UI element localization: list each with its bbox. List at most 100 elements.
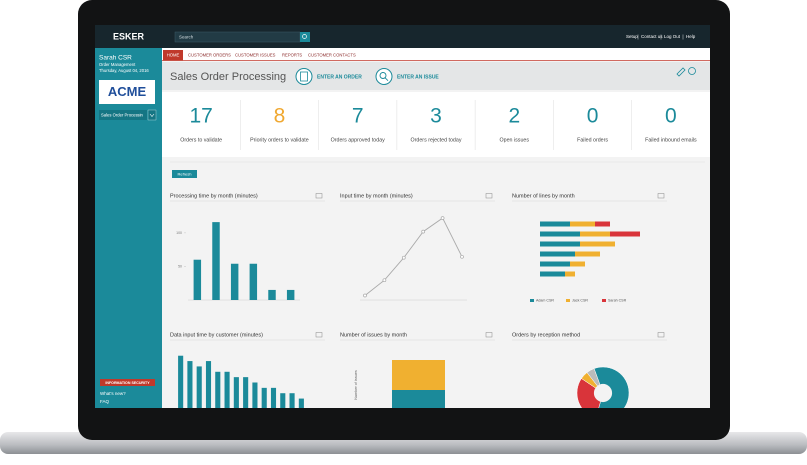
chart-menu-icon <box>657 332 665 338</box>
kpi-label: Orders rejected today <box>411 137 462 143</box>
nav-tab-active[interactable] <box>163 50 183 61</box>
nav-tab[interactable]: CUSTOMER ISSUES <box>235 53 276 58</box>
user-name: Sarah CSR <box>99 55 132 62</box>
company-logo-box <box>99 80 155 104</box>
bar <box>280 393 286 408</box>
chart-menu-icon <box>485 332 493 338</box>
kpi-value: 0 <box>587 105 599 128</box>
bar <box>252 382 258 408</box>
chart-title: Orders by reception method <box>512 332 580 338</box>
bar-segment <box>595 221 610 227</box>
bar-segment <box>565 271 575 277</box>
chart-title: Number of lines by month <box>512 193 575 199</box>
chart-menu-icon <box>485 193 493 199</box>
faq-link[interactable]: FAQ <box>100 399 110 404</box>
legend-label: Sarah CSR <box>608 299 627 303</box>
bar-segment <box>540 251 575 257</box>
point <box>363 293 367 298</box>
legend-swatch <box>566 299 570 302</box>
kpi-label: Open issues <box>500 137 530 143</box>
action-link[interactable]: ENTER AN ORDER <box>317 74 362 80</box>
bar <box>243 377 249 408</box>
order-glyph <box>300 71 308 82</box>
help-icon[interactable] <box>688 67 696 75</box>
edit-icon[interactable] <box>676 67 686 77</box>
bar <box>187 361 193 408</box>
kpi-value: 2 <box>508 105 520 128</box>
security-text: INFORMATION SECURITY <box>105 381 150 385</box>
issue-icon[interactable] <box>375 68 393 85</box>
bar <box>230 263 239 300</box>
point <box>382 278 387 283</box>
bar <box>249 263 258 300</box>
date: Thursday, August 04, 2016 <box>99 68 149 73</box>
y-tick-label: 100 <box>176 231 182 235</box>
refresh-text: Refresh <box>177 171 191 176</box>
kpis: 17 Orders to validate 8 Priority orders to … <box>180 100 697 150</box>
kpi-label: Priority orders to validate <box>250 137 309 143</box>
point <box>401 255 406 260</box>
kpi-value: 7 <box>352 105 364 128</box>
header-link[interactable]: Help <box>686 34 696 39</box>
bar <box>286 289 295 300</box>
bar <box>215 371 221 408</box>
bar-segment <box>540 241 580 247</box>
bar-segment <box>575 251 600 257</box>
bar <box>224 371 230 408</box>
nav-bar <box>162 48 710 61</box>
search-button[interactable] <box>300 32 310 42</box>
kpi-value: 0 <box>665 105 677 128</box>
kpi-label: Failed orders <box>577 137 608 143</box>
bar <box>212 222 220 300</box>
bar-segment <box>540 221 570 227</box>
bar <box>298 398 304 408</box>
chevron <box>149 113 155 117</box>
bar-segment <box>570 221 595 227</box>
point <box>460 254 464 259</box>
security-button[interactable] <box>100 379 155 386</box>
nav-tab[interactable]: CUSTOMER ORDERS <box>188 53 231 58</box>
bar-segment <box>540 261 570 267</box>
header-link[interactable]: Contact us <box>641 34 663 39</box>
nav-tab[interactable]: REPORTS <box>282 53 302 58</box>
bar-segment <box>580 241 615 247</box>
y-tick-label: 50 <box>178 264 182 268</box>
legend-swatch <box>602 299 606 302</box>
point <box>421 229 426 234</box>
search-icon <box>302 34 307 39</box>
logo: ESKER <box>113 31 145 41</box>
bar <box>270 387 277 408</box>
whats-new-link[interactable]: What's new? <box>100 391 126 396</box>
kpi-row <box>162 92 710 157</box>
header-link[interactable]: Log Out <box>664 34 681 39</box>
header-link[interactable]: Setup <box>626 34 638 39</box>
order-icon[interactable] <box>295 68 313 85</box>
point <box>440 216 445 220</box>
bar <box>268 289 276 300</box>
pie-hole <box>593 383 613 403</box>
bar <box>289 393 295 408</box>
kpi-value: 3 <box>430 105 442 128</box>
search-box[interactable] <box>174 31 301 43</box>
chart-title: Input time by month (minutes) <box>340 193 413 199</box>
nav-tab[interactable]: HOME <box>167 53 180 58</box>
bar-segment <box>610 231 640 237</box>
selector[interactable] <box>99 110 147 120</box>
chart-menu-icon <box>315 332 323 338</box>
issue-glyph <box>379 72 387 79</box>
selector-arrow[interactable] <box>147 109 157 121</box>
pie-slice <box>576 378 604 408</box>
line <box>364 217 463 296</box>
bar <box>193 259 202 300</box>
nav-tab[interactable]: CUSTOMER CONTACTS <box>308 53 356 58</box>
refresh-button[interactable] <box>172 170 197 178</box>
issue-glyph <box>384 77 389 82</box>
action-link[interactable]: ENTER AN ISSUE <box>397 74 439 80</box>
company-logo: ACME <box>108 84 147 99</box>
legend-label: Adam CSR <box>536 299 554 303</box>
bar-segment <box>540 271 565 277</box>
page-title: Sales Order Processing <box>170 71 286 83</box>
chart-title: Processing time by month (minutes) <box>170 193 258 199</box>
kpi-value: 17 <box>189 105 212 128</box>
